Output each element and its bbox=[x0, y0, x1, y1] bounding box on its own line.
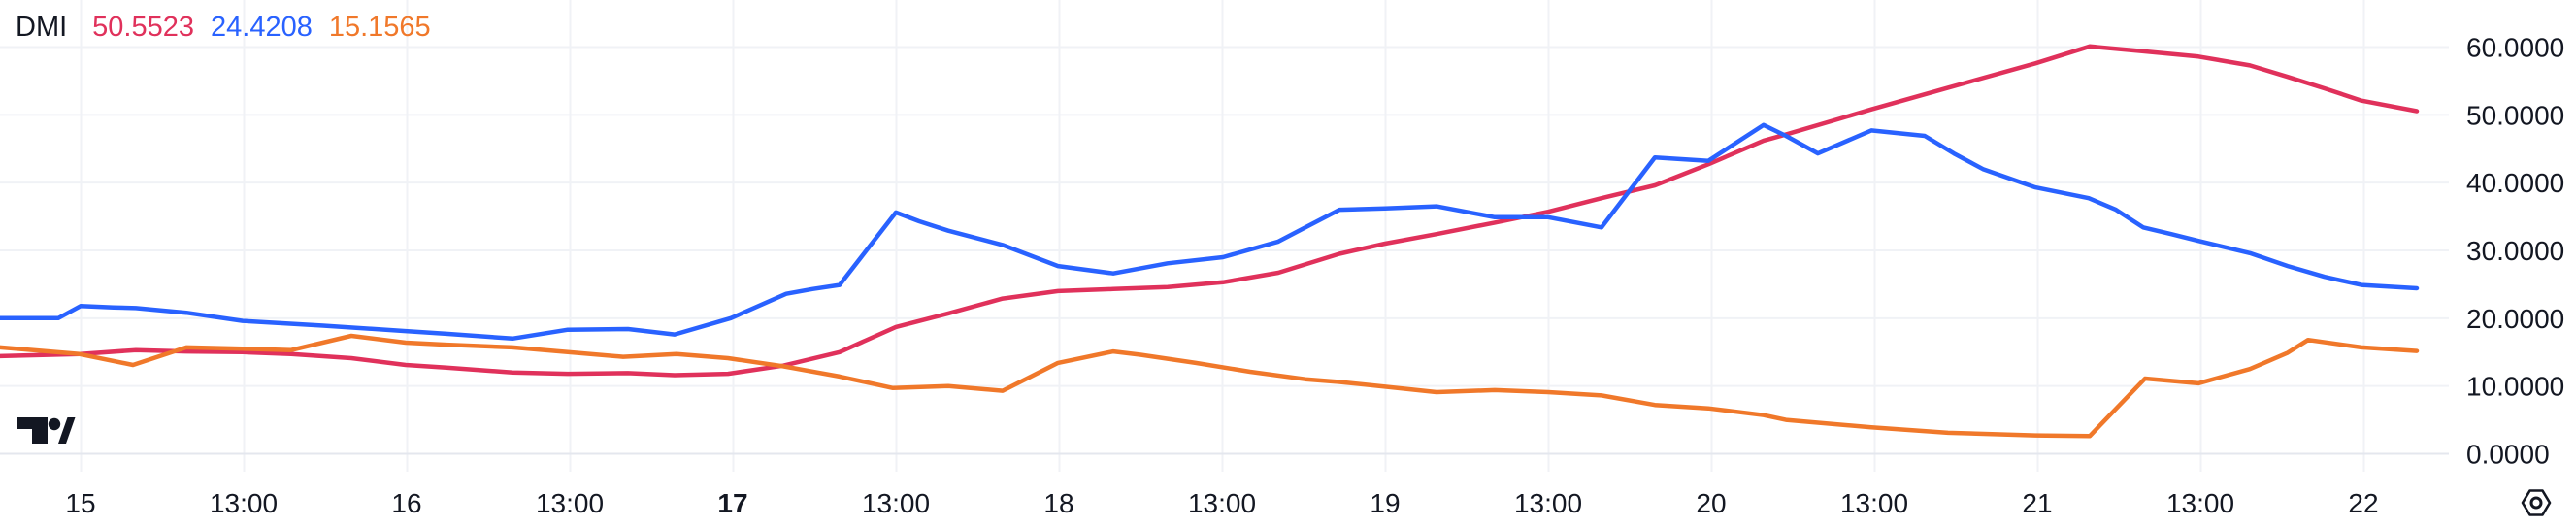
x-axis-label: 13:00 bbox=[1514, 488, 1582, 518]
x-axis-label: 13:00 bbox=[536, 488, 604, 518]
plus-di-line bbox=[0, 122, 2420, 342]
indicator-legend: DMI 50.5523 24.4208 15.1565 bbox=[16, 12, 447, 43]
price-scale[interactable] bbox=[2417, 0, 2576, 453]
x-axis-label: 13:00 bbox=[210, 488, 278, 518]
x-axis-label: 19 bbox=[1370, 488, 1400, 518]
y-axis-label: 0.0000 bbox=[2466, 440, 2550, 470]
x-axis-label: 13:00 bbox=[2166, 488, 2234, 518]
x-axis-label: 13:00 bbox=[862, 488, 930, 518]
x-axis-label: 13:00 bbox=[1188, 488, 1256, 518]
indicator-title: DMI bbox=[16, 12, 68, 43]
y-axis-label: 10.0000 bbox=[2466, 372, 2564, 402]
minus-di-value: 15.1565 bbox=[328, 12, 431, 43]
x-axis-label: 17 bbox=[717, 488, 747, 518]
y-axis-label: 30.0000 bbox=[2466, 236, 2564, 266]
minus-di-line bbox=[0, 333, 2420, 439]
y-axis-label: 40.0000 bbox=[2466, 168, 2564, 198]
time-scale[interactable] bbox=[0, 454, 2417, 528]
x-axis-label: 22 bbox=[2348, 488, 2378, 518]
tradingview-logo-icon[interactable] bbox=[17, 417, 76, 445]
settings-gear-icon[interactable] bbox=[2520, 488, 2553, 517]
x-axis-label: 15 bbox=[65, 488, 95, 518]
x-axis-label: 21 bbox=[2022, 488, 2052, 518]
y-axis-label: 20.0000 bbox=[2466, 304, 2564, 334]
adx-line bbox=[0, 44, 2420, 378]
y-axis-label: 60.0000 bbox=[2466, 33, 2564, 63]
x-axis-label: 18 bbox=[1043, 488, 1073, 518]
adx-value: 50.5523 bbox=[92, 12, 194, 43]
y-axis-label: 50.0000 bbox=[2466, 100, 2564, 130]
plus-di-value: 24.4208 bbox=[211, 12, 313, 43]
x-axis-label: 16 bbox=[391, 488, 421, 518]
x-axis-label: 20 bbox=[1696, 488, 1726, 518]
x-axis-label: 13:00 bbox=[1840, 488, 1908, 518]
